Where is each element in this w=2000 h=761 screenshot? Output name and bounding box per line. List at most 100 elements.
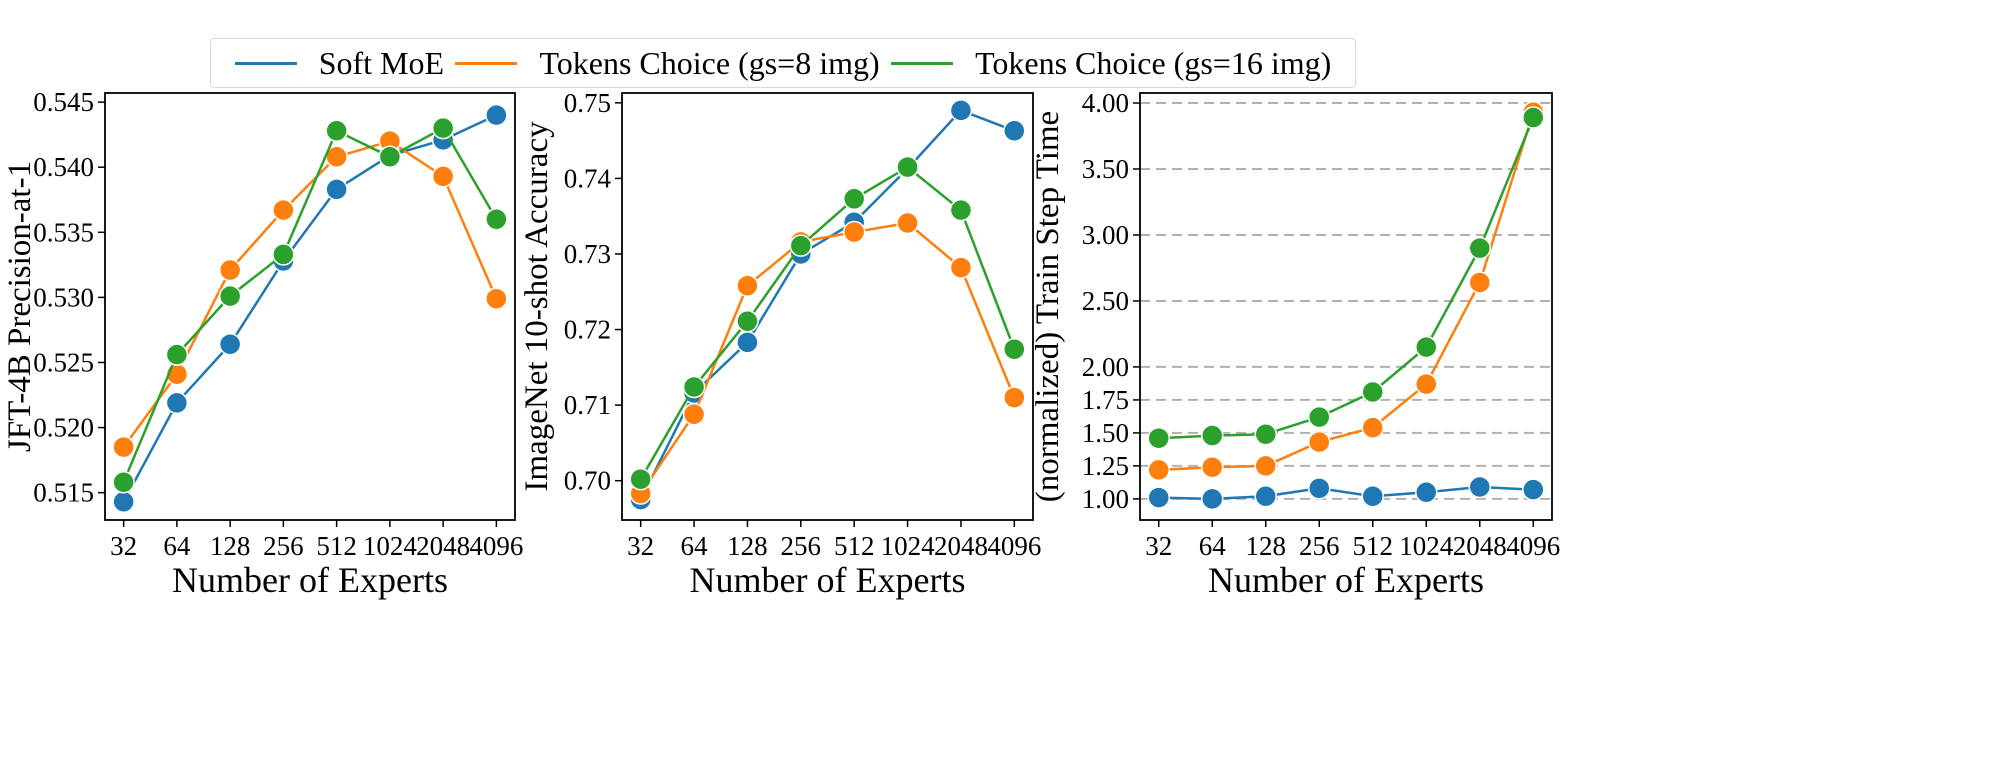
x-tick-label: 4096 [987,531,1041,561]
y-tick-label: 2.50 [1082,286,1129,316]
data-point [1147,426,1170,450]
x-tick-label: 32 [1145,531,1172,561]
series-3 [112,116,508,494]
x-tick-label: 4096 [469,531,523,561]
data-point [1307,477,1331,500]
x-tick-label: 64 [1199,531,1227,561]
legend-item-soft-moe: Soft MoE [234,44,445,82]
series-1 [112,103,508,514]
data-point [165,391,189,415]
x-tick-label: 512 [834,531,875,561]
x-tick-label: 1024 [363,531,418,561]
data-point [1307,405,1331,429]
y-tick-label: 0.74 [564,163,612,193]
data-point [431,165,455,188]
legend-swatch [234,61,297,65]
data-point [272,198,295,222]
x-tick-label: 2048 [1453,531,1507,561]
legend-label: Tokens Choice (gs=16 img) [975,44,1332,81]
y-tick-label: 1.00 [1082,484,1129,514]
y-tick-label: 0.72 [564,315,611,345]
data-point [682,375,706,399]
data-point [629,467,652,491]
chart-panel-2: 0.70 0.71 0.72 0.73 0.74 0.75 32 64 128 256 512 102… [519,88,1041,600]
legend: Soft MoE Tokens Choice (gs=8 img) Tokens… [210,38,1356,88]
y-axis-label: ImageNet 10-shot Accuracy [519,121,555,492]
y-tick-label: 1.75 [1082,385,1129,415]
data-point [218,258,242,282]
data-point [1307,430,1331,454]
x-tick-label: 256 [781,531,822,561]
x-tick-label: 128 [1245,531,1286,561]
series-2 [1147,101,1545,482]
legend-item-tokens-choice-gs16: Tokens Choice (gs=16 img) [891,45,1331,82]
y-tick-label: 0.540 [33,152,94,182]
y-tick-label: 0.515 [33,478,94,508]
data-point [485,103,508,127]
data-point [1003,386,1026,409]
data-point [165,343,189,366]
y-tick-label: 0.73 [564,239,611,269]
legend-label: Tokens Choice (gs=8 img) [539,44,880,81]
data-point [1254,484,1277,508]
series-3 [629,155,1026,491]
chart-panel-1: 0.515 0.520 0.525 0.530 0.535 0.540 0.545 32 64 1… [2,87,523,600]
data-point [789,234,813,257]
data-point [325,178,348,201]
data-point [378,145,402,169]
data-point [1200,424,1224,447]
x-tick-label: 2048 [416,531,470,561]
y-tick-label: 0.520 [33,413,94,443]
legend-label: Soft MoE [318,44,445,81]
data-point [1003,119,1026,143]
x-tick-label: 128 [727,531,768,561]
y-tick-label: 3.50 [1082,154,1129,184]
data-point [1415,481,1438,504]
x-tick-label: 128 [210,531,251,561]
data-point [272,243,295,266]
x-tick-label: 4096 [1506,531,1560,561]
y-tick-label: 4.00 [1082,88,1129,118]
series-3 [1147,106,1545,450]
legend-item-tokens-choice-gs8: Tokens Choice (gs=8 img) [455,44,880,82]
data-point [1200,455,1224,479]
y-tick-label: 3.00 [1082,220,1129,250]
data-point [1200,487,1224,511]
data-point [218,284,242,308]
axes-frame [1139,92,1553,521]
y-tick-label: 0.545 [33,87,94,117]
y-tick-label: 0.70 [564,466,611,496]
series-2 [629,211,1026,505]
x-tick-label: 256 [1299,531,1340,561]
data-point [1522,478,1545,501]
x-axis-label: Number of Experts [172,560,448,600]
y-tick-label: 1.25 [1082,451,1129,481]
data-point [1468,475,1492,499]
y-axis-label: JFT-4B Precision-at-1 [2,161,38,452]
legend-swatch [455,61,518,65]
x-axis-label: Number of Experts [690,560,966,600]
data-point [218,333,242,356]
y-axis-label: (normalized) Train Step Time [1030,111,1066,502]
data-point [1003,337,1026,361]
data-point [1147,486,1170,509]
data-point [112,435,135,459]
data-point [842,187,866,211]
data-point [1254,454,1277,478]
data-point [1468,271,1492,294]
data-point [949,256,973,279]
data-point [112,470,135,494]
data-point [431,116,455,140]
y-tick-label: 0.75 [564,88,611,118]
y-tick-label: 0.535 [33,217,94,247]
series-line [639,165,1016,480]
data-point [112,490,135,514]
legend-swatch [891,61,954,65]
data-point [1361,416,1385,439]
data-point [949,198,973,222]
data-point [736,309,759,333]
x-tick-label: 512 [1353,531,1394,561]
x-tick-label: 2048 [934,531,988,561]
data-point [736,274,759,297]
x-tick-label: 1024 [881,531,936,561]
